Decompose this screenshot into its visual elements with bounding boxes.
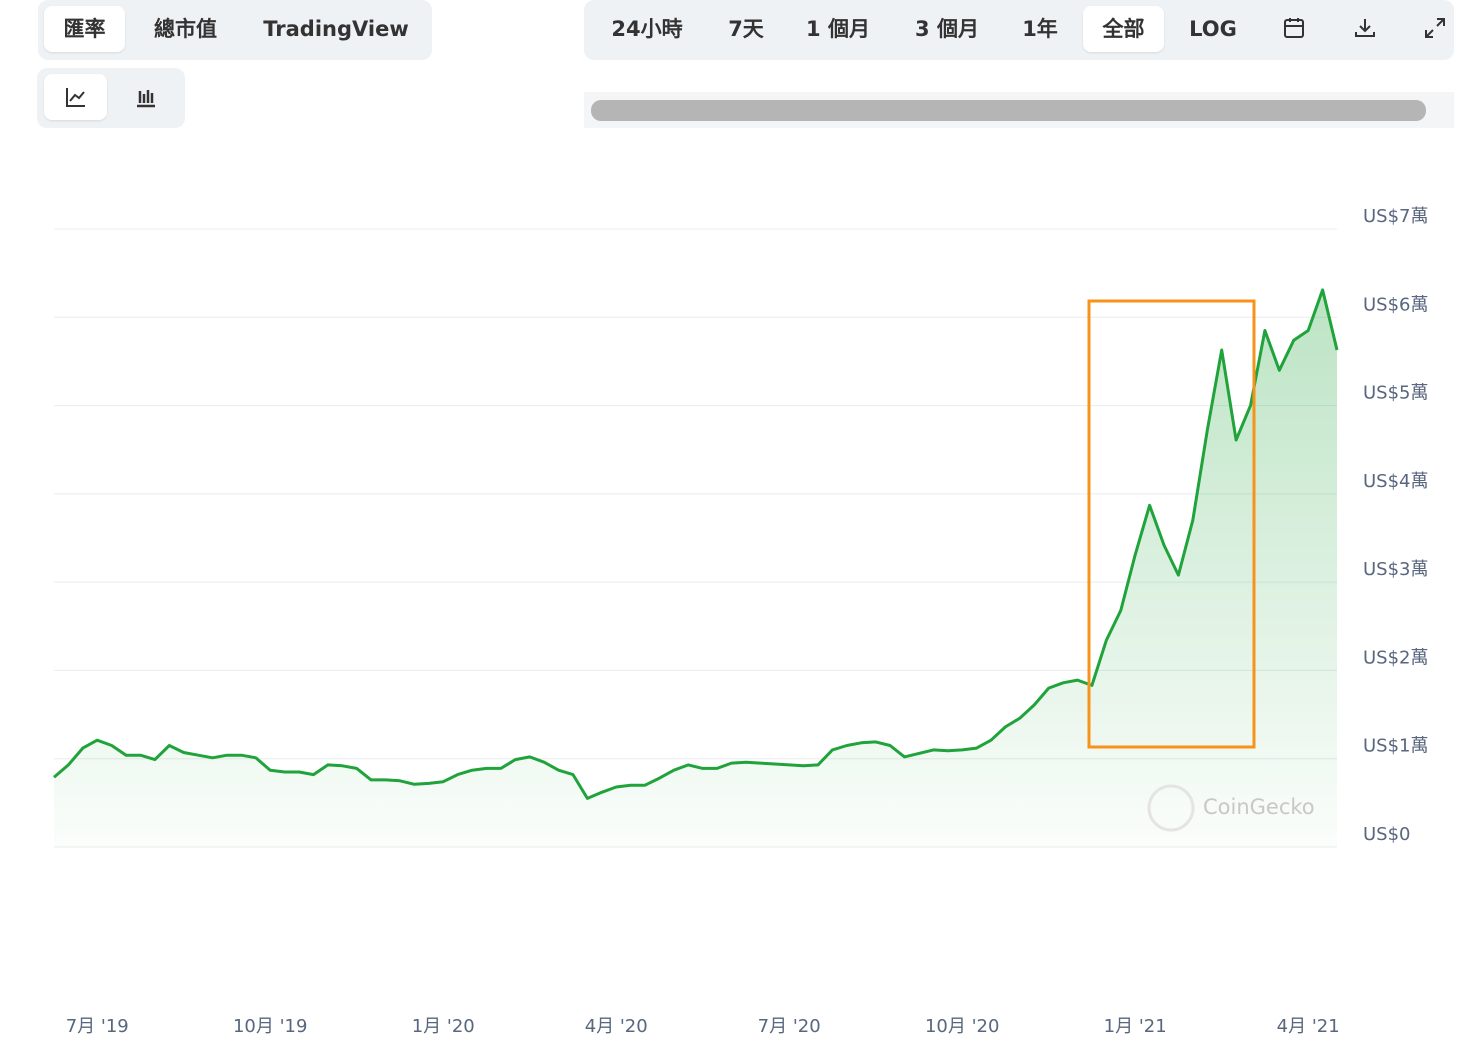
scroll-thumb[interactable] (591, 100, 1426, 121)
x-tick-label: 1月 '20 (412, 1016, 475, 1037)
x-tick-label: 4月 '21 (1277, 1016, 1340, 1037)
range-button[interactable]: 7天 (728, 17, 764, 41)
watermark: CoinGecko (1203, 795, 1315, 819)
range-button[interactable]: 1年 (1022, 17, 1058, 41)
y-tick-label: US$5萬 (1363, 383, 1429, 404)
y-tick-label: US$2萬 (1363, 647, 1429, 668)
x-tick-label: 10月 '20 (925, 1016, 999, 1037)
fullscreen-icon[interactable] (1423, 16, 1447, 40)
candle-chart-button[interactable] (114, 74, 177, 120)
range-bar: 24小時 7天 1 個月 3 個月 1年 全部 LOG (584, 0, 1454, 60)
range-button[interactable]: 24小時 (611, 17, 683, 41)
tab[interactable]: 總市值 (154, 17, 217, 41)
tab[interactable]: TradingView (263, 17, 409, 41)
y-tick-label: US$4萬 (1363, 471, 1429, 492)
y-tick-label: US$1萬 (1363, 736, 1429, 757)
x-tick-label: 1月 '21 (1104, 1016, 1167, 1037)
scroll-track (584, 92, 1454, 128)
highlight-box (1087, 299, 1256, 749)
x-tick-label: 7月 '20 (758, 1016, 821, 1037)
range-button[interactable]: 全部 (1083, 6, 1164, 52)
y-tick-label: US$0 (1363, 824, 1411, 845)
y-tick-label: US$7萬 (1363, 206, 1429, 227)
x-tick-label: 4月 '20 (585, 1016, 648, 1037)
y-tick-label: US$6萬 (1363, 294, 1429, 315)
line-chart-button[interactable] (44, 74, 107, 120)
x-tick-label: 7月 '19 (66, 1016, 129, 1037)
area (54, 289, 1337, 847)
watermark-logo (1147, 784, 1195, 832)
range-button[interactable]: 3 個月 (915, 17, 979, 41)
tab-bar: 匯率 總市值 TradingView (38, 0, 432, 60)
tab[interactable]: 匯率 (44, 6, 125, 52)
chart-type-bar (37, 68, 185, 128)
range-button[interactable]: 1 個月 (806, 17, 870, 41)
download-icon[interactable] (1353, 16, 1377, 40)
price-line (53, 288, 1339, 800)
range-button[interactable]: LOG (1189, 17, 1237, 41)
calendar-icon[interactable] (1282, 16, 1306, 40)
y-tick-label: US$3萬 (1363, 559, 1429, 580)
x-tick-label: 10月 '19 (233, 1016, 307, 1037)
